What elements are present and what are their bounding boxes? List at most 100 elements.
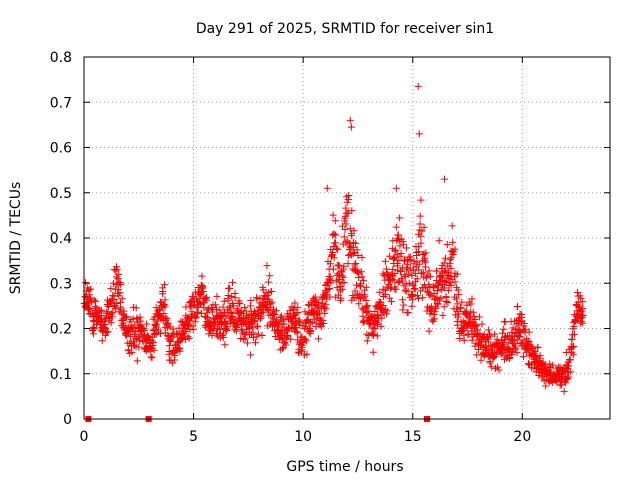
data-point (341, 212, 349, 220)
data-point (98, 337, 106, 345)
data-point (378, 314, 386, 322)
data-point (394, 231, 402, 239)
data-point (508, 348, 516, 356)
data-point (425, 267, 433, 275)
data-point (452, 295, 460, 303)
data-point (350, 227, 358, 235)
data-point (220, 297, 228, 305)
data-point (86, 305, 94, 313)
data-point (199, 287, 207, 295)
data-point (453, 300, 461, 308)
data-point (191, 313, 199, 321)
data-point (409, 281, 417, 289)
data-point (441, 175, 449, 183)
data-point (435, 281, 443, 289)
data-point (469, 308, 477, 316)
data-point (319, 299, 327, 307)
data-point (440, 284, 448, 292)
data-point (294, 309, 302, 317)
data-point (456, 334, 464, 342)
data-point (514, 303, 521, 311)
data-point (330, 230, 338, 238)
data-point (383, 307, 391, 315)
data-point (408, 290, 416, 298)
data-point (394, 279, 402, 287)
tick-labels: 0 5 10 15 20 0 0.1 0.2 0.3 0.4 0.5 0.6 0.7 0.8 (50, 50, 532, 445)
data-point (571, 316, 579, 324)
data-point (444, 299, 452, 307)
data-point (455, 291, 463, 299)
data-point (436, 296, 444, 304)
x-tick-label: 20 (513, 429, 531, 445)
data-point (143, 320, 151, 328)
data-point (204, 306, 212, 314)
data-point (349, 243, 357, 251)
data-point (132, 304, 140, 312)
data-point (81, 292, 89, 300)
data-point (327, 260, 335, 268)
data-point (185, 334, 193, 342)
data-point (481, 349, 489, 357)
data-point (451, 245, 459, 253)
data-point (467, 300, 475, 308)
data-point (331, 217, 339, 225)
data-point (374, 311, 382, 319)
data-point (221, 318, 229, 326)
data-point (203, 293, 211, 301)
data-point (278, 324, 286, 332)
data-point (301, 335, 309, 343)
data-point (346, 239, 354, 247)
data-point (544, 368, 552, 376)
data-point (205, 305, 213, 313)
data-point (325, 285, 333, 293)
data-point (447, 264, 455, 272)
data-point (243, 339, 251, 347)
data-point (442, 298, 450, 306)
data-point (114, 275, 122, 283)
data-point (292, 324, 300, 332)
data-point (415, 260, 423, 268)
data-point (342, 204, 350, 212)
data-point (390, 276, 398, 284)
data-point (254, 323, 262, 331)
data-point (257, 313, 265, 321)
chart-title: Day 291 of 2025, SRMTID for receiver sin… (196, 21, 494, 37)
data-point (356, 282, 364, 290)
data-point (564, 362, 572, 370)
data-point (476, 329, 484, 337)
data-point (472, 322, 480, 330)
data-point (239, 330, 247, 338)
data-point (512, 343, 520, 351)
data-point (352, 281, 360, 289)
data-point (579, 319, 587, 327)
data-point (185, 321, 193, 329)
data-point (359, 277, 367, 285)
y-tick-label: 0.4 (50, 231, 72, 247)
data-point (417, 196, 425, 204)
data-point (90, 325, 98, 333)
data-point (541, 361, 549, 369)
data-point (413, 275, 421, 283)
x-tick-label: 5 (189, 429, 198, 445)
data-point (266, 303, 274, 311)
data-point (376, 288, 384, 296)
data-point (282, 341, 290, 349)
data-point (549, 361, 557, 369)
data-point (408, 302, 416, 310)
data-point (351, 261, 359, 269)
data-point (291, 299, 299, 307)
data-point (431, 315, 439, 323)
data-point (426, 273, 434, 281)
data-point (407, 256, 415, 264)
data-point (127, 333, 135, 341)
data-point (419, 294, 427, 302)
data-point (364, 302, 372, 310)
x-tick-label: 0 (80, 429, 89, 445)
data-point (410, 285, 418, 293)
data-point (344, 260, 352, 268)
data-point (443, 240, 451, 248)
data-point (339, 273, 347, 281)
data-point (579, 311, 587, 319)
data-point (312, 310, 320, 318)
data-point (365, 307, 373, 315)
